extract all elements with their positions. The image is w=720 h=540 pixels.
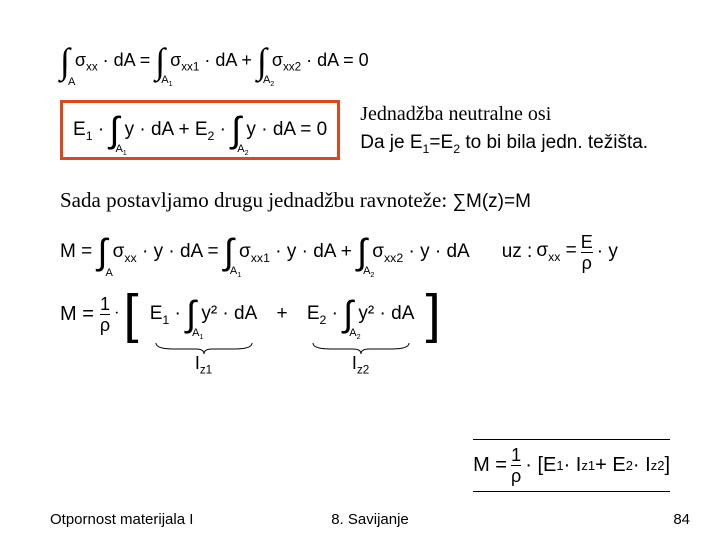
brace-label-2: Iz2 <box>296 353 426 377</box>
page-footer: Otpornost materijala I 8. Savijanje 84 <box>50 511 690 528</box>
equation-3: M = ∫A σxx · y · dA = ∫A1 σxx1 · y · dA … <box>60 231 670 273</box>
brace-label-1: Iz1 <box>139 353 269 377</box>
footer-center: 8. Savijanje <box>331 511 409 528</box>
uz-tail: · y <box>597 241 618 263</box>
uz-den: ρ <box>582 254 592 272</box>
final-result-box: M = 1ρ · [E1 · Iz1 + E2 · Iz2 ] <box>473 439 670 492</box>
uz-substitution: uz : σxx = Eρ · y <box>502 233 618 272</box>
equation-4: M = 1ρ · [ E1 · ∫A1 y² · dA Iz1 + E2 · ∫… <box>60 291 670 337</box>
section-sentence: Sada postavljamo drugu jednadžbu ravnote… <box>60 188 670 213</box>
uz-num: E <box>581 233 593 251</box>
eq4-den: ρ <box>100 316 110 334</box>
equation-1: ∫A σxx · dA = ∫A1 σxx1 · dA + ∫A2 σxx2 ·… <box>60 40 670 82</box>
annot-line2: Da je E1=E2 to bi bila jedn. težišta. <box>360 129 648 159</box>
eq4-num: 1 <box>100 295 110 313</box>
final-den: ρ <box>511 467 521 485</box>
row-eq2-annot: E1 · ∫A1 y · dA + E2 · ∫A2 y · dA = 0 Je… <box>60 100 670 160</box>
eq1-content: ∫A σxx · dA = ∫A1 σxx1 · dA + ∫A2 σxx2 ·… <box>60 40 369 82</box>
uz-label: uz : <box>502 241 533 263</box>
footer-left: Otpornost materijala I <box>50 511 193 528</box>
annotation-block: Jednadžba neutralne osi Da je E1=E2 to b… <box>360 100 648 159</box>
footer-page-number: 84 <box>673 511 690 528</box>
final-num: 1 <box>511 446 521 464</box>
annot-line1: Jednadžba neutralne osi <box>360 100 648 129</box>
boxed-equation: E1 · ∫A1 y · dA + E2 · ∫A2 y · dA = 0 <box>60 100 340 160</box>
